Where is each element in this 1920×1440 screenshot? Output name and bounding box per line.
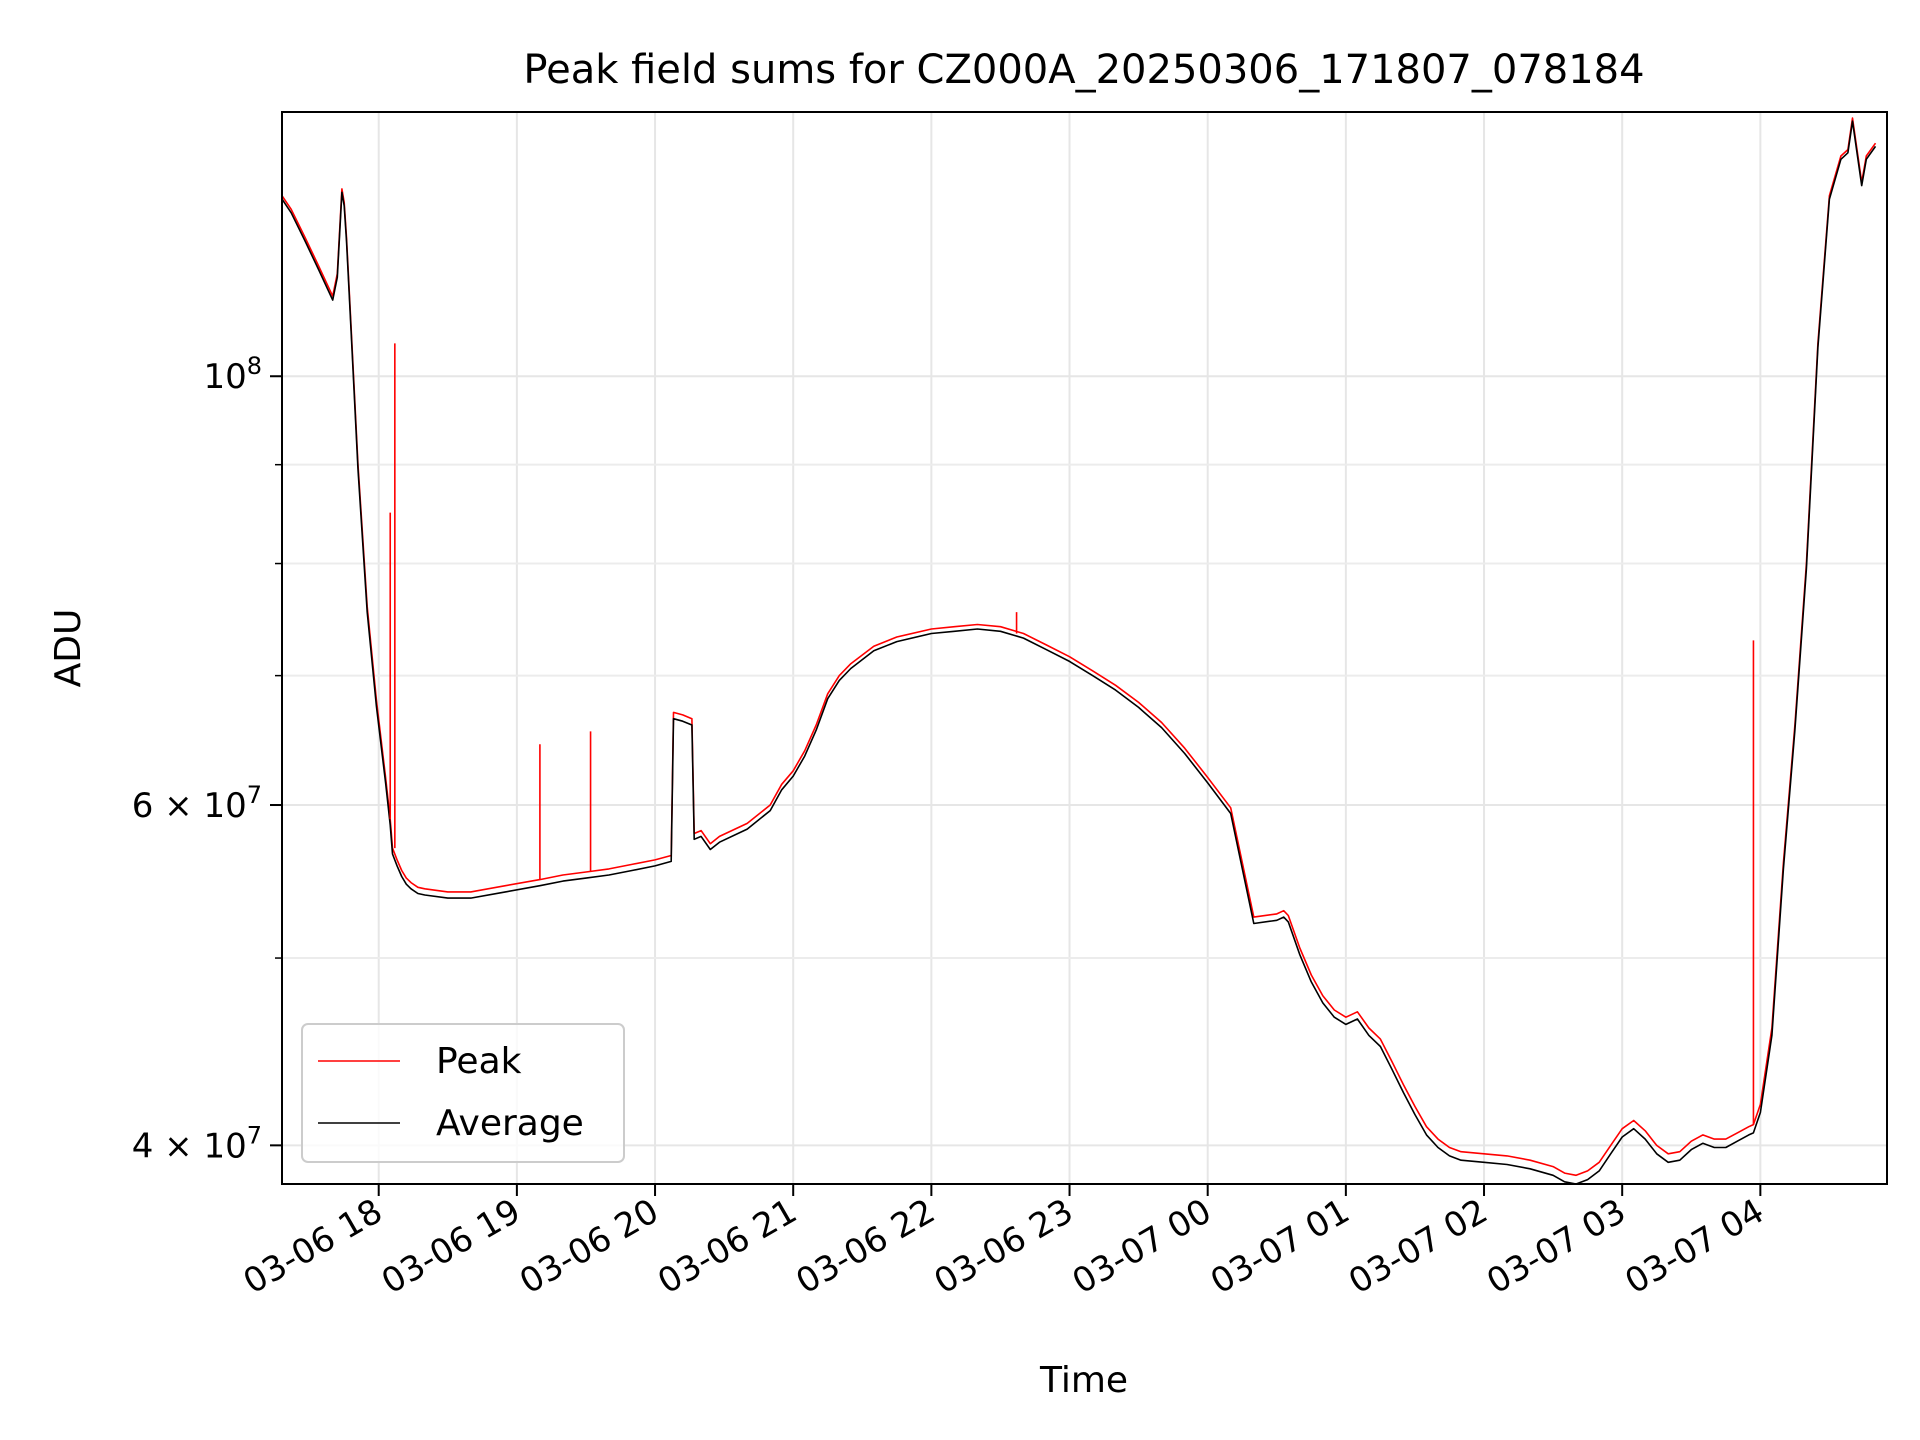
axes-frame [281,111,1888,1185]
legend-label-peak: Peak [436,1041,522,1082]
chart-title: Peak field sums for CZ000A_20250306_1718… [523,47,1644,93]
series-line-average [282,120,1877,1184]
y-axis: 4 × 107 6 × 107 108 [132,352,282,1166]
legend-box [301,1023,625,1163]
y-tick-label: 4 × 107 [132,1121,262,1166]
legend: Peak Average [301,1023,625,1163]
plot-area [282,117,1877,1184]
series-line-peak [282,117,1877,1177]
y-axis-label: ADU [48,609,89,688]
x-axis-label: Time [1039,1360,1128,1401]
legend-label-average: Average [436,1103,584,1144]
y-tick-label: 6 × 107 [132,781,262,826]
y-tick-label: 108 [203,352,262,397]
